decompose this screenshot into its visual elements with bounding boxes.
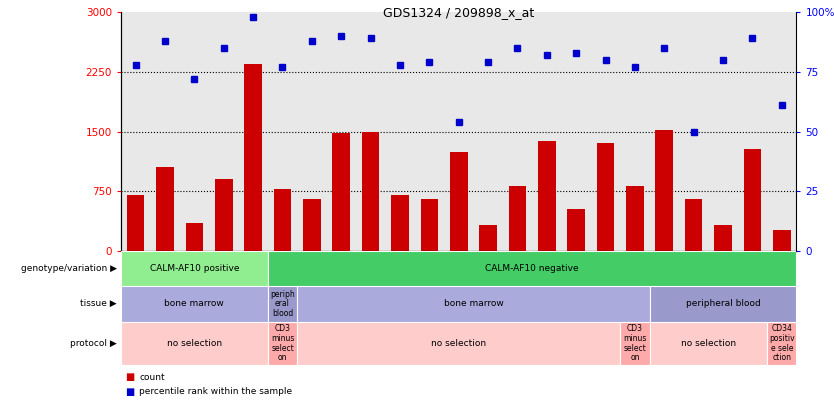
Bar bbox=[656, 130, 673, 251]
Bar bbox=[121, 322, 268, 364]
Bar bbox=[538, 141, 555, 251]
Text: ■: ■ bbox=[125, 372, 134, 382]
Text: ■: ■ bbox=[125, 387, 134, 397]
Bar bbox=[127, 195, 144, 251]
Bar bbox=[767, 322, 796, 364]
Bar bbox=[297, 322, 620, 364]
Bar bbox=[362, 132, 379, 251]
Text: no selection: no selection bbox=[431, 339, 486, 348]
Bar bbox=[268, 322, 297, 364]
Text: CD34
positiv
e sele
ction: CD34 positiv e sele ction bbox=[769, 324, 795, 362]
Text: no selection: no selection bbox=[167, 339, 222, 348]
Bar bbox=[156, 168, 173, 251]
Text: CALM-AF10 positive: CALM-AF10 positive bbox=[149, 264, 239, 273]
Bar bbox=[773, 230, 791, 251]
Bar bbox=[597, 143, 615, 251]
Bar bbox=[121, 286, 268, 322]
Bar bbox=[744, 149, 761, 251]
Bar bbox=[297, 286, 650, 322]
Bar bbox=[620, 322, 650, 364]
Bar bbox=[244, 64, 262, 251]
Text: CALM-AF10 negative: CALM-AF10 negative bbox=[485, 264, 579, 273]
Text: CD3
minus
select
on: CD3 minus select on bbox=[623, 324, 646, 362]
Bar bbox=[714, 225, 732, 251]
Bar bbox=[685, 199, 702, 251]
Text: GDS1324 / 209898_x_at: GDS1324 / 209898_x_at bbox=[383, 6, 535, 19]
Text: protocol ▶: protocol ▶ bbox=[70, 339, 117, 348]
Text: tissue ▶: tissue ▶ bbox=[80, 299, 117, 308]
Bar bbox=[626, 186, 644, 251]
Bar bbox=[215, 179, 233, 251]
Text: percentile rank within the sample: percentile rank within the sample bbox=[139, 387, 293, 396]
Text: bone marrow: bone marrow bbox=[164, 299, 224, 308]
Bar bbox=[333, 133, 350, 251]
Bar bbox=[450, 151, 468, 251]
Bar bbox=[274, 189, 291, 251]
Bar bbox=[268, 286, 297, 322]
Bar bbox=[567, 209, 585, 251]
Bar bbox=[121, 251, 268, 286]
Bar bbox=[303, 199, 320, 251]
Text: bone marrow: bone marrow bbox=[444, 299, 503, 308]
Bar bbox=[268, 251, 796, 286]
Bar bbox=[509, 186, 526, 251]
Text: genotype/variation ▶: genotype/variation ▶ bbox=[21, 264, 117, 273]
Bar bbox=[391, 195, 409, 251]
Text: peripheral blood: peripheral blood bbox=[686, 299, 761, 308]
Text: CD3
minus
select
on: CD3 minus select on bbox=[271, 324, 294, 362]
Bar bbox=[650, 286, 796, 322]
Bar bbox=[185, 223, 203, 251]
Text: count: count bbox=[139, 373, 165, 382]
Text: periph
eral
blood: periph eral blood bbox=[270, 290, 295, 318]
Bar bbox=[420, 199, 438, 251]
Text: no selection: no selection bbox=[681, 339, 736, 348]
Bar bbox=[650, 322, 767, 364]
Bar bbox=[480, 225, 497, 251]
